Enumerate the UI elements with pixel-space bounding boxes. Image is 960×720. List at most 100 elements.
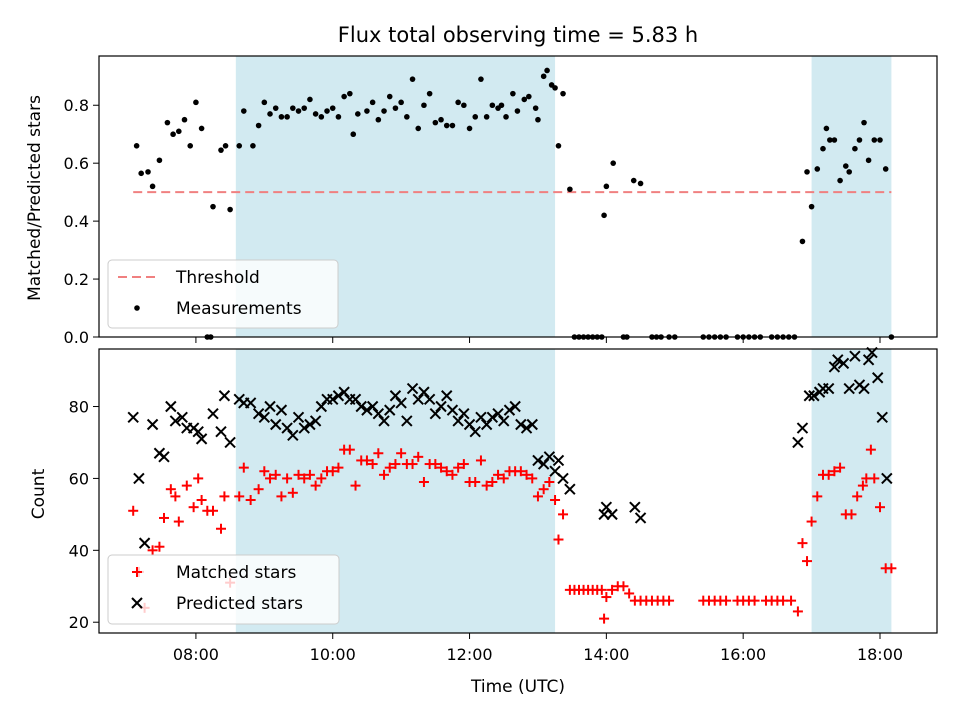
matched-star-point-117 <box>823 469 834 480</box>
predicted-star-point-28-b <box>298 422 310 434</box>
matched-star-point-57 <box>458 459 469 470</box>
matched-star-point-16 <box>219 491 230 502</box>
predicted-star-point-28 <box>298 422 310 434</box>
predicted-star-point-62-b <box>492 408 504 420</box>
matched-star-point-5 <box>158 512 169 523</box>
matched-star-point-49 <box>413 451 424 462</box>
matched-star-point-9 <box>181 480 192 491</box>
measurement-point-41 <box>369 99 376 106</box>
predicted-star-point-83-b <box>803 390 816 402</box>
predicted-star-point-78 <box>606 508 618 521</box>
predicted-star-point-56 <box>458 408 470 420</box>
matched-star-point-60 <box>475 455 486 466</box>
measurement-point-122 <box>842 163 849 169</box>
measurement-point-78 <box>567 186 573 193</box>
bottom-legend-x-swatch <box>131 597 143 609</box>
measurement-point-21 <box>255 122 262 129</box>
predicted-star-point-87-b <box>822 382 835 395</box>
predicted-star-point-90 <box>837 357 850 370</box>
predicted-star-point-98 <box>876 411 888 424</box>
predicted-star-point-37-b <box>349 393 362 406</box>
predicted-star-point-29 <box>304 418 316 431</box>
predicted-star-point-75 <box>564 483 576 495</box>
predicted-star-point-69 <box>532 454 544 467</box>
predicted-star-point-52 <box>435 400 447 413</box>
predicted-star-point-58 <box>469 425 481 438</box>
predicted-star-point-63 <box>498 415 510 427</box>
predicted-star-point-21 <box>258 411 271 424</box>
predicted-star-point-94 <box>858 382 870 395</box>
predicted-star-point-61 <box>486 411 499 424</box>
predicted-star-point-46 <box>401 415 413 427</box>
predicted-star-point-57-b <box>463 418 476 431</box>
matched-star-point-10 <box>188 502 199 513</box>
measurement-point-75 <box>552 85 558 91</box>
matched-star-point-96 <box>664 595 675 606</box>
predicted-star-point-43-b <box>384 404 396 416</box>
predicted-star-point-48-b <box>412 393 424 406</box>
measurement-point-115 <box>808 203 815 210</box>
matched-star-point-30 <box>304 469 315 480</box>
predicted-star-point-90-b <box>837 357 850 370</box>
predicted-star-point-49 <box>418 386 430 398</box>
x-tick-label-0: 08:00 <box>173 645 219 664</box>
x-tick-label-3: 14:00 <box>583 645 629 664</box>
matched-star-point-74 <box>553 534 564 545</box>
predicted-star-point-1-b <box>133 472 145 485</box>
measurement-point-16 <box>222 143 229 149</box>
measurement-point-130 <box>882 166 889 172</box>
matched-star-point-68 <box>521 469 532 480</box>
chart-title: Flux total observing time = 5.83 h <box>338 23 698 47</box>
predicted-star-point-91 <box>843 382 855 395</box>
measurement-point-61 <box>483 114 490 120</box>
matched-star-point-118 <box>829 466 840 477</box>
predicted-star-point-31 <box>315 400 328 413</box>
measurement-point-29 <box>301 105 308 111</box>
matched-star-point-59 <box>470 477 481 488</box>
x-tick-label-2: 12:00 <box>446 645 492 664</box>
measurement-point-22 <box>261 99 268 106</box>
predicted-star-point-27-b <box>292 411 305 424</box>
measurement-point-7 <box>176 128 182 135</box>
predicted-star-point-35 <box>338 386 350 398</box>
predicted-star-point-89 <box>832 354 844 366</box>
measurement-point-121 <box>837 177 843 184</box>
predicted-star-point-38-b <box>355 400 367 413</box>
predicted-star-point-12 <box>195 433 208 445</box>
predicted-star-point-70-b <box>537 458 550 470</box>
matched-star-point-23 <box>265 473 276 484</box>
measurement-point-17 <box>227 206 233 213</box>
matched-star-point-26 <box>282 473 293 484</box>
measurement-point-64 <box>498 102 505 109</box>
top-legend-label-0: Threshold <box>175 268 260 288</box>
predicted-star-point-97-b <box>872 372 884 384</box>
predicted-star-point-74 <box>557 472 569 485</box>
predicted-star-point-15 <box>218 390 231 402</box>
matched-star-point-8 <box>173 516 184 527</box>
predicted-star-point-21-b <box>258 411 271 424</box>
predicted-star-point-42 <box>378 415 390 427</box>
predicted-star-point-58-b <box>469 425 481 438</box>
measurement-point-88 <box>610 160 617 166</box>
top-legend: Threshold Measurements <box>107 259 339 329</box>
bottom-y-axis-label: Count <box>29 468 49 519</box>
bottom-legend-plus-swatch <box>132 567 142 577</box>
predicted-star-point-5 <box>158 451 170 463</box>
predicted-star-point-63-b <box>498 415 510 427</box>
bottom-axes-frame <box>98 348 938 634</box>
predicted-star-point-31-b <box>315 400 328 413</box>
predicted-star-point-38 <box>355 400 367 413</box>
measurement-point-39 <box>355 111 361 117</box>
matched-star-point-111 <box>792 606 803 617</box>
measurement-point-40 <box>364 108 370 114</box>
matched-star-point-43 <box>379 469 390 480</box>
x-axis-label: Time (UTC) <box>470 677 565 697</box>
measurement-point-72 <box>540 73 547 80</box>
predicted-star-point-22 <box>264 400 276 413</box>
measurement-point-113 <box>799 238 806 245</box>
measurement-point-24 <box>272 105 279 111</box>
measurement-point-117 <box>820 145 826 152</box>
measurement-point-60 <box>478 76 484 82</box>
predicted-star-point-56-b <box>458 408 470 420</box>
top-y-tick-label-3: 0.6 <box>64 154 89 173</box>
